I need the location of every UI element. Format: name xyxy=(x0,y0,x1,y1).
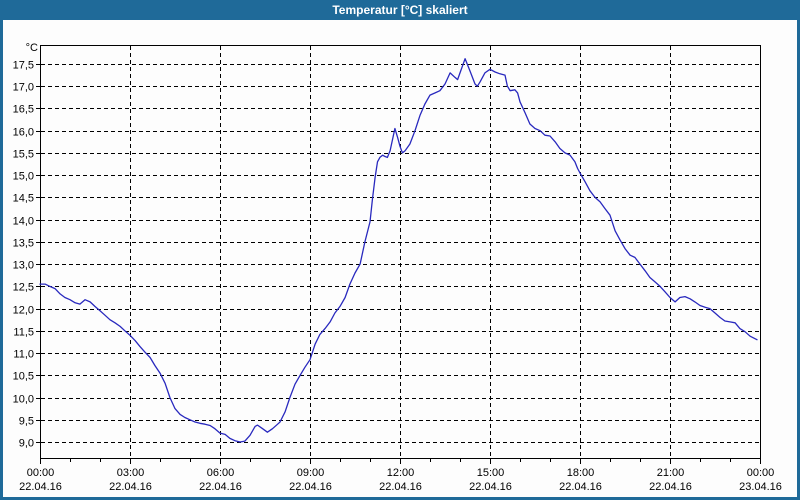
x-time-label: 21:00 xyxy=(657,467,685,479)
y-tick-label: 9,5 xyxy=(19,416,34,428)
x-date-label: 22.04.16 xyxy=(649,481,692,493)
x-time-label: 06:00 xyxy=(207,467,235,479)
y-tick-label: 16,5 xyxy=(13,104,34,116)
x-date-label: 22.04.16 xyxy=(379,481,422,493)
y-tick-label: 14,5 xyxy=(13,193,34,205)
x-date-label: 22.04.16 xyxy=(109,481,152,493)
x-time-label: 12:00 xyxy=(387,467,415,479)
y-unit-label: °C xyxy=(26,42,38,54)
y-tick-label: 10,0 xyxy=(13,394,34,406)
window-title: Temperatur [°C] skaliert xyxy=(332,3,468,17)
x-date-label: 23.04.16 xyxy=(739,481,782,493)
x-time-label: 09:00 xyxy=(297,467,325,479)
x-date-label: 22.04.16 xyxy=(19,481,62,493)
x-date-label: 22.04.16 xyxy=(559,481,602,493)
y-tick-label: 15,5 xyxy=(13,149,34,161)
y-tick-label: 10,5 xyxy=(13,371,34,383)
chart-content: 17,5 17,0 16,5 16,0 15,5 15,0 14,5 14,0 13,5 13,0… xyxy=(0,20,800,500)
y-tick-label: 13,0 xyxy=(13,260,34,272)
plot-border xyxy=(40,45,761,459)
window-titlebar: Temperatur [°C] skaliert xyxy=(0,0,800,20)
temperature-line xyxy=(39,58,758,443)
y-tick-label: 16,0 xyxy=(13,127,34,139)
x-time-label: 03:00 xyxy=(117,467,145,479)
x-time-label: 18:00 xyxy=(567,467,595,479)
y-tick-label: 17,0 xyxy=(13,82,34,94)
y-tick-label: 11,5 xyxy=(13,327,34,339)
x-time-label: 00:00 xyxy=(27,467,55,479)
x-date-label: 22.04.16 xyxy=(289,481,332,493)
x-date-label: 22.04.16 xyxy=(199,481,242,493)
y-tick-label: 13,5 xyxy=(13,238,34,250)
y-tick-label: 14,0 xyxy=(13,216,34,228)
x-time-label: 15:00 xyxy=(477,467,505,479)
y-tick-label: 12,5 xyxy=(13,282,34,294)
y-tick-label: 9,0 xyxy=(19,438,34,450)
y-tick-label: 17,5 xyxy=(13,60,34,72)
y-tick-label: 15,0 xyxy=(13,171,34,183)
x-time-label: 00:00 xyxy=(747,467,775,479)
y-tick-label: 12,0 xyxy=(13,305,34,317)
x-date-label: 22.04.16 xyxy=(469,481,512,493)
y-tick-label: 11,0 xyxy=(13,349,34,361)
